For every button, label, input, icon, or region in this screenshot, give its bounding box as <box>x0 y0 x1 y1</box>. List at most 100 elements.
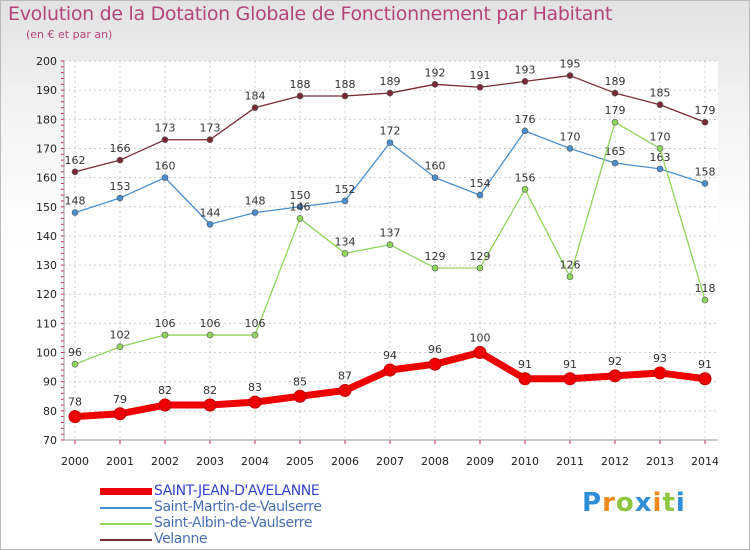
data-point <box>566 145 574 152</box>
data-label: 93 <box>653 352 667 365</box>
x-tick-label: 2009 <box>466 455 494 468</box>
logo-letter: o <box>615 488 635 518</box>
y-tick-label: 120 <box>36 288 57 301</box>
data-point <box>701 296 709 304</box>
data-label: 185 <box>650 87 671 100</box>
data-label: 96 <box>428 343 442 356</box>
logo-letter: x <box>634 488 653 518</box>
data-label: 179 <box>605 104 626 117</box>
data-label: 144 <box>200 206 221 219</box>
data-point <box>653 366 667 380</box>
data-label: 129 <box>425 250 446 263</box>
data-point <box>611 118 619 126</box>
data-label: 192 <box>425 66 446 79</box>
legend-label: Velanne <box>154 531 208 547</box>
data-label: 102 <box>110 329 131 342</box>
data-point <box>251 104 259 111</box>
y-tick-label: 90 <box>43 376 57 389</box>
data-point <box>338 383 352 397</box>
data-label: 195 <box>560 58 581 71</box>
data-label: 91 <box>518 358 532 371</box>
data-label: 82 <box>158 384 172 397</box>
data-label: 173 <box>155 122 176 135</box>
data-label: 162 <box>65 154 86 167</box>
x-tick-label: 2013 <box>646 455 674 468</box>
data-point <box>203 398 217 412</box>
data-label: 158 <box>695 165 716 178</box>
logo-letter: i <box>675 488 686 518</box>
data-label: 189 <box>605 75 626 88</box>
legend-swatch <box>100 507 152 509</box>
data-point <box>698 372 712 386</box>
data-point <box>386 89 394 97</box>
data-label: 173 <box>200 122 221 135</box>
chart-subtitle: (en € et par an) <box>26 28 113 41</box>
data-label: 188 <box>335 78 356 91</box>
data-point <box>206 220 214 228</box>
chart-title: Evolution de la Dotation Globale de Fonc… <box>8 3 613 25</box>
data-point <box>608 369 622 383</box>
data-point <box>71 209 79 216</box>
data-point <box>341 92 349 100</box>
data-label: 118 <box>695 282 716 295</box>
data-label: 154 <box>470 177 491 190</box>
data-label: 184 <box>245 90 266 103</box>
data-point <box>701 180 709 187</box>
data-point <box>431 81 439 88</box>
data-label: 137 <box>380 227 401 240</box>
data-label: 83 <box>248 381 262 394</box>
data-label: 170 <box>650 130 671 143</box>
data-point <box>161 331 169 339</box>
data-point <box>521 185 529 193</box>
y-tick-label: 150 <box>36 201 57 214</box>
y-tick-label: 130 <box>36 259 57 272</box>
data-point <box>563 372 577 386</box>
x-tick-label: 2007 <box>376 455 404 468</box>
x-tick-label: 2014 <box>691 455 719 468</box>
legend-label: Saint-Albin-de-Vaulserre <box>154 515 313 531</box>
data-label: 193 <box>515 63 536 76</box>
data-point <box>656 145 664 152</box>
data-label: 179 <box>695 104 716 117</box>
data-label: 166 <box>110 142 131 155</box>
data-point <box>428 357 442 371</box>
data-point <box>116 343 124 351</box>
data-label: 87 <box>338 369 352 382</box>
data-point <box>611 89 619 97</box>
data-point <box>566 72 574 79</box>
data-point <box>161 136 169 144</box>
data-label: 92 <box>608 355 622 368</box>
legend-swatch <box>100 523 152 525</box>
data-label: 152 <box>335 183 356 196</box>
data-point <box>71 168 79 176</box>
data-label: 91 <box>563 358 577 371</box>
data-label: 150 <box>290 189 311 202</box>
data-point <box>386 139 394 146</box>
data-label: 85 <box>293 375 307 388</box>
data-point <box>341 250 349 257</box>
data-label: 106 <box>200 317 221 330</box>
chart-legend: SAINT-JEAN-D'AVELANNE Saint-Martin-de-Vau… <box>100 483 420 548</box>
x-tick-label: 2006 <box>331 455 359 468</box>
data-point <box>431 264 439 272</box>
data-point <box>296 92 304 100</box>
data-label: 100 <box>470 332 491 345</box>
x-tick-label: 2002 <box>151 455 179 468</box>
legend-swatch <box>100 539 152 541</box>
data-label: 129 <box>470 250 491 263</box>
data-label: 96 <box>68 346 82 359</box>
data-point <box>296 203 304 211</box>
data-label: 176 <box>515 113 536 126</box>
data-label: 170 <box>560 130 581 143</box>
data-point <box>386 241 394 248</box>
data-label: 188 <box>290 78 311 91</box>
data-point <box>656 101 664 109</box>
data-point <box>701 118 709 126</box>
data-point <box>206 331 214 339</box>
data-label: 172 <box>380 125 401 138</box>
data-point <box>293 389 307 403</box>
data-point <box>251 209 259 216</box>
data-point <box>521 127 529 135</box>
data-label: 79 <box>113 393 127 406</box>
